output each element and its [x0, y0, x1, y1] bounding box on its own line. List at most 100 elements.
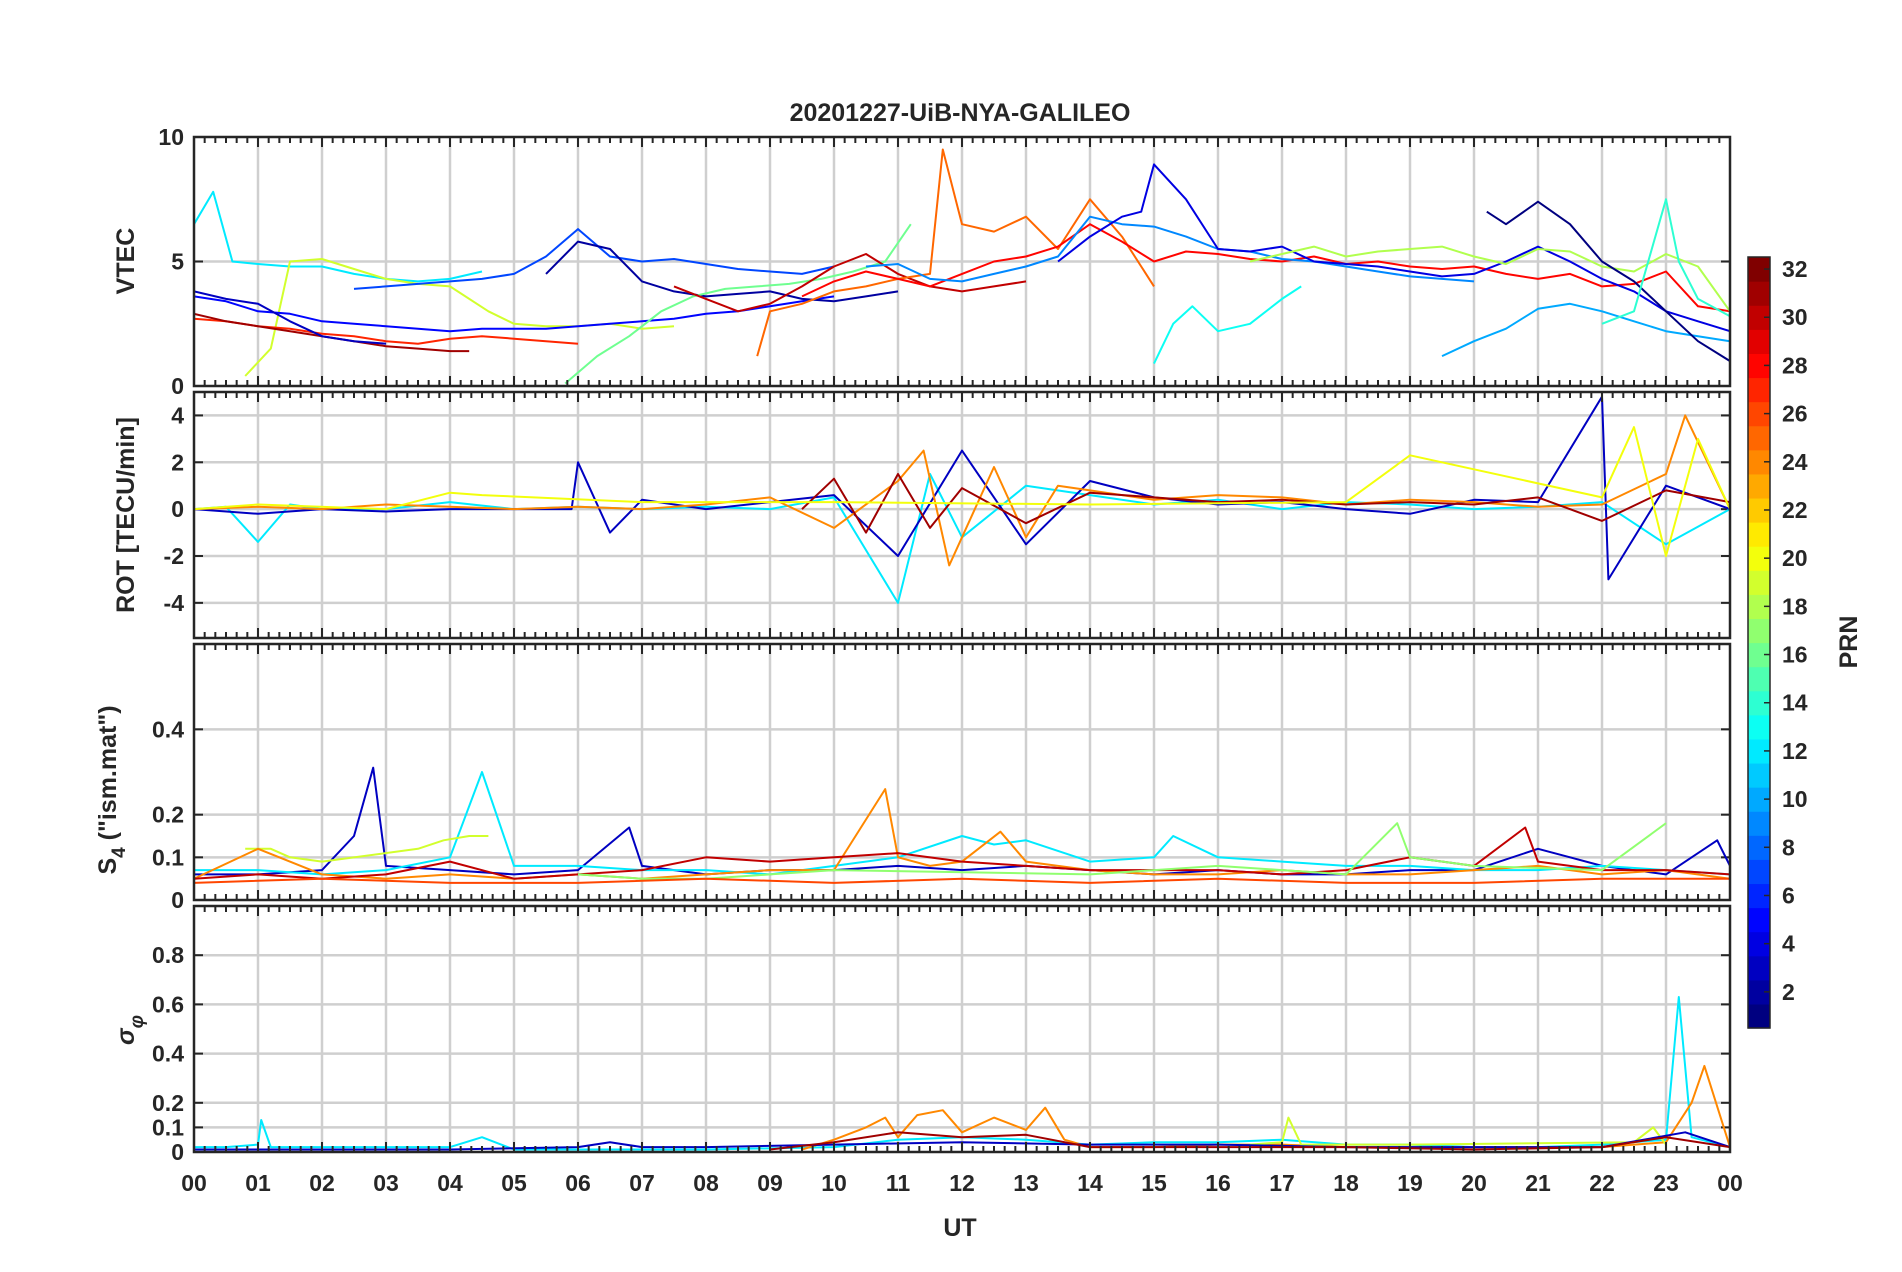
- x-tick-label: 12: [949, 1170, 975, 1196]
- x-tick-label: 19: [1397, 1170, 1423, 1196]
- y-tick-label: 4: [171, 402, 184, 428]
- colorbar-tick-label: 16: [1782, 642, 1808, 668]
- y-tick-label: 0.6: [152, 991, 184, 1017]
- x-tick-label: 15: [1141, 1170, 1167, 1196]
- colorbar-tick-label: 2: [1782, 979, 1795, 1005]
- x-tick-label: 21: [1525, 1170, 1551, 1196]
- x-tick-label: 11: [886, 1170, 911, 1196]
- colorbar-tick-label: 14: [1782, 690, 1808, 716]
- x-tick-label: 02: [309, 1170, 335, 1196]
- colorbar-swatch: [1748, 497, 1770, 523]
- colorbar-swatch: [1748, 907, 1770, 933]
- chart-title: 20201227-UiB-NYA-GALILEO: [790, 99, 1131, 127]
- trace-prn-10: [1441, 302, 1730, 358]
- x-tick-label: 22: [1589, 1170, 1615, 1196]
- colorbar-tick-label: 32: [1782, 256, 1808, 282]
- colorbar-tick-label: 28: [1782, 352, 1808, 378]
- colorbar-swatch: [1748, 811, 1770, 836]
- trace-prn-4: [1057, 163, 1730, 333]
- trace-prn-31: [801, 473, 1730, 534]
- x-tick-label: 07: [629, 1170, 655, 1196]
- trace-prn-16: [564, 223, 912, 385]
- y-tick-label: -4: [164, 590, 185, 616]
- colorbar-swatch: [1748, 714, 1770, 740]
- y-tick-label: 0.4: [152, 716, 184, 742]
- x-tick-label: 14: [1077, 1170, 1103, 1196]
- colorbar-swatch: [1748, 473, 1770, 499]
- x-axis-label: UT: [943, 1214, 976, 1242]
- traces-rot: [194, 395, 1730, 604]
- colorbar-swatch: [1748, 642, 1770, 668]
- y-axis-label-s4: S4 ("ism.mat"): [94, 705, 130, 874]
- x-tick-label: 00: [1717, 1170, 1743, 1196]
- colorbar-swatch: [1748, 353, 1770, 379]
- x-tick-label: 16: [1205, 1170, 1231, 1196]
- x-tick-label: 00: [181, 1170, 207, 1196]
- y-axis-label-sigma: σφ: [112, 1015, 148, 1045]
- trace-prn-25: [756, 148, 1155, 357]
- traces-vtec: [194, 148, 1730, 385]
- panel-vtec: 0 5 10 VTEC: [112, 124, 1732, 399]
- colorbar-tick-label: 4: [1782, 931, 1795, 957]
- trace-prn-30: [194, 826, 1730, 880]
- x-axis: 00 01 02 03 04 05 06 07 08 09 10 11 12 13 14 15 16 17 18 19…: [181, 1170, 1743, 1196]
- colorbar-swatch: [1748, 329, 1770, 354]
- colorbar-tick-label: 12: [1782, 738, 1808, 764]
- colorbar-tick-label: 30: [1782, 304, 1808, 330]
- colorbar-swatch: [1748, 618, 1770, 644]
- trace-prn-14: [1601, 198, 1730, 325]
- colorbar-swatch: [1748, 281, 1770, 306]
- x-tick-label: 20: [1461, 1170, 1487, 1196]
- colorbar-swatch: [1748, 594, 1770, 620]
- colorbar-tick-label: 22: [1782, 497, 1808, 523]
- colorbar-tick-label: 10: [1782, 786, 1808, 812]
- trace-prn-12: [194, 190, 483, 283]
- y-tick-label: 0.2: [152, 802, 184, 828]
- x-tick-label: 08: [693, 1170, 719, 1196]
- y-axis-label-vtec: VTEC: [112, 228, 140, 295]
- colorbar-tick-label: 8: [1782, 834, 1795, 860]
- trace-prn-24: [801, 1064, 1730, 1151]
- x-tick-label: 10: [821, 1170, 847, 1196]
- trace-prn-2: [545, 240, 899, 303]
- colorbar-tick-label: 24: [1782, 449, 1808, 475]
- panel-sigma: 00.10.2 0.4 0.6 0.8 σφ: [112, 904, 1732, 1165]
- trace-prn-24: [194, 788, 1730, 880]
- x-tick-label: 05: [501, 1170, 527, 1196]
- panel-rot: -4 -2 0 2 4 ROT [TECU/min]: [112, 390, 1732, 640]
- trace-prn-24: [194, 414, 1730, 567]
- x-tick-label: 01: [245, 1170, 271, 1196]
- colorbar-swatch: [1748, 449, 1770, 475]
- colorbar-swatch: [1748, 570, 1770, 595]
- colorbar-frame: [1747, 256, 1771, 1029]
- colorbar-swatch: [1748, 955, 1770, 981]
- colorbar-label: PRN: [1835, 616, 1863, 669]
- colorbar-swatch: [1748, 305, 1770, 330]
- trace-prn-13: [1153, 285, 1302, 365]
- colorbar-swatch: [1748, 883, 1770, 909]
- y-tick-label: 2: [171, 449, 184, 475]
- colorbar-swatch: [1748, 666, 1770, 692]
- x-tick-label: 13: [1013, 1170, 1039, 1196]
- y-tick-label: 5: [171, 249, 184, 275]
- colorbar-swatch: [1748, 522, 1770, 547]
- y-tick-label: 0: [171, 496, 184, 522]
- y-tick-label: 0.8: [152, 942, 184, 968]
- colorbar-tick-label: 18: [1782, 593, 1808, 619]
- trace-prn-19: [245, 835, 489, 863]
- trace-prn-26: [194, 877, 1730, 884]
- colorbar-tick-label: 26: [1782, 401, 1808, 427]
- trace-prn-20: [194, 426, 1730, 557]
- trace-prn-17: [577, 822, 1667, 880]
- trace-prn-3: [194, 766, 1730, 876]
- colorbar-swatch: [1748, 738, 1770, 764]
- colorbar-swatch: [1748, 931, 1770, 957]
- trace-prn-7: [353, 228, 835, 290]
- trace-prn-19: [1249, 1116, 1667, 1146]
- colorbar-swatch: [1748, 835, 1770, 860]
- colorbar-swatch: [1748, 979, 1770, 1005]
- y-tick-label: -2: [164, 543, 184, 569]
- trace-prn-1: [1486, 200, 1730, 362]
